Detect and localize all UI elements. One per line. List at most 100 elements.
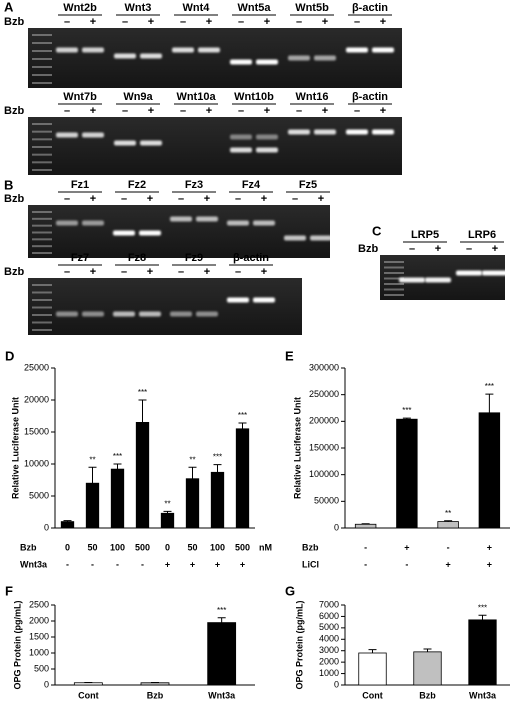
minus-sign: – [121,193,127,205]
plus-sign: + [204,193,210,205]
y-tick-label: 4000 [319,634,339,644]
x-tick-label: Cont [362,690,383,700]
ladder-band [32,314,52,316]
gene-label: Fz3 [185,179,203,191]
y-axis-label: Relative Luciferase Unit [10,397,20,499]
row-value: + [487,542,492,552]
band [227,220,249,226]
band [82,47,104,53]
band [253,297,275,303]
gene-label: Fz9 [185,252,203,264]
error-bar [368,649,377,653]
y-tick-label: 25000 [24,362,49,372]
plus-sign: + [206,16,212,28]
gel [28,117,402,175]
ladder-band [32,161,52,164]
significance-label: *** [213,453,222,462]
gene-label: Wnt16 [296,91,329,103]
band [346,47,368,53]
y-tick-label: 0 [334,679,339,689]
panel-label: G [285,583,295,598]
band [256,147,278,153]
bar [110,468,125,529]
minus-sign: – [292,193,298,205]
row-value: + [165,559,170,569]
x-tick-label: Wnt3a [469,690,497,700]
significance-label: *** [217,606,226,615]
band [230,59,252,65]
gene-label: Wnt5b [295,2,329,14]
plus-sign: + [204,266,210,278]
row-value: - [405,559,408,569]
panel-label: F [5,583,13,598]
band [56,220,78,226]
gel [28,278,302,335]
ladder-band [32,231,52,234]
gel [28,28,402,88]
error-bar [485,393,494,413]
plus-sign: + [322,16,328,28]
minus-sign: – [122,16,128,28]
bar [60,521,75,529]
plus-sign: + [147,193,153,205]
band [253,220,275,226]
error-bar [188,466,197,479]
band [227,297,249,303]
gene-label: LRP5 [411,229,439,241]
row-value: - [364,559,367,569]
error-bar [113,463,122,470]
ladder-band [32,329,52,331]
gene-label: LRP6 [468,229,496,241]
band [170,311,192,317]
gene-label: Wnt3 [125,2,152,14]
y-tick-label: 1500 [29,631,49,641]
ladder-band [384,261,404,263]
significance-label: *** [138,388,147,397]
gel [28,205,330,258]
gene-label: β-actin [352,2,388,14]
treatment-label: Bzb [4,193,24,205]
band [482,270,508,276]
x-tick-label: Cont [78,690,99,700]
row-value: - [364,542,367,552]
error-bar [402,417,411,420]
bar [160,512,175,529]
bar [396,418,418,529]
plus-sign: + [148,16,154,28]
row-value: 100 [210,542,225,552]
ladder-band [32,245,52,248]
band [310,235,332,241]
y-tick-label: 3000 [319,645,339,655]
bar [85,482,100,529]
y-tick-label: 300000 [309,362,339,372]
significance-label: ** [189,455,195,464]
minus-sign: – [64,105,70,117]
row-value: 50 [87,542,97,552]
ladder-band [32,238,52,241]
gene-label: Wnt10b [234,91,274,103]
y-tick-label: 5000 [29,490,49,500]
ladder-band [32,224,52,227]
plus-sign: + [380,16,386,28]
ladder-band [32,321,52,324]
band [456,270,482,276]
ladder-band [32,217,52,220]
ladder-band [32,34,52,36]
significance-label: *** [478,603,487,612]
bar [437,521,459,529]
band [82,220,104,226]
row-value: 0 [165,542,170,552]
band [56,47,78,53]
row-value: + [215,559,220,569]
gene-label: Fz8 [128,252,146,264]
y-axis-label: Relative Luciferase Unit [292,397,302,499]
treatment-label: Bzb [4,105,24,117]
x-tick-label: Wnt3a [208,690,236,700]
row-value: + [190,559,195,569]
band [82,311,104,317]
gene-label: Fz5 [299,179,317,191]
minus-sign: – [64,16,70,28]
row-label: Bzb [302,542,319,552]
error-bar [423,648,432,652]
plus-sign: + [261,266,267,278]
